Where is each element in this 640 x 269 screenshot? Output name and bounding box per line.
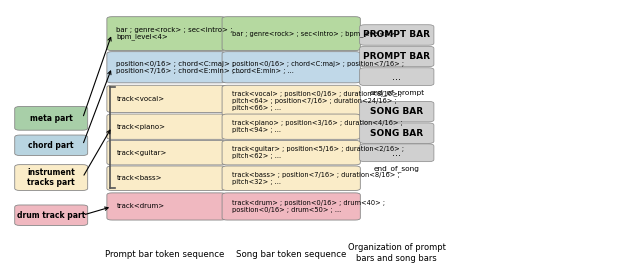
Text: bar ; genre<rock> ; sec<intro> ; bpm_level<4>: bar ; genre<rock> ; sec<intro> ; bpm_lev… — [232, 30, 394, 37]
Text: track<bass>: track<bass> — [116, 175, 162, 181]
Text: position<0/16> ; chord<C:maj> ;
position<7/16> ; chord<E:min> ; ...: position<0/16> ; chord<C:maj> ; position… — [116, 61, 244, 74]
Text: PROMPT BAR: PROMPT BAR — [364, 52, 430, 61]
Text: bar ; genre<rock> ; sec<intro> ;
bpm_level<4>: bar ; genre<rock> ; sec<intro> ; bpm_lev… — [116, 27, 233, 41]
Text: track<drum> ; position<0/16> ; drum<40> ;
position<0/16> ; drum<50> ; ...: track<drum> ; position<0/16> ; drum<40> … — [232, 200, 385, 213]
Text: track<vocal> ; position<0/16> ; duration<8/16> ;
pitch<64> ; position<7/16> ; du: track<vocal> ; position<0/16> ; duration… — [232, 91, 401, 111]
FancyBboxPatch shape — [222, 140, 360, 165]
Text: SONG BAR: SONG BAR — [370, 129, 424, 138]
Text: end_of_song: end_of_song — [374, 165, 420, 172]
FancyBboxPatch shape — [222, 166, 360, 190]
Text: track<piano>: track<piano> — [116, 124, 166, 130]
FancyBboxPatch shape — [360, 101, 434, 122]
FancyBboxPatch shape — [222, 85, 360, 116]
FancyBboxPatch shape — [360, 144, 434, 162]
FancyBboxPatch shape — [107, 52, 226, 83]
FancyBboxPatch shape — [360, 123, 434, 143]
FancyBboxPatch shape — [222, 114, 360, 139]
Text: drum track part: drum track part — [17, 211, 85, 220]
FancyBboxPatch shape — [222, 193, 360, 220]
Text: Organization of prompt
bars and song bars: Organization of prompt bars and song bar… — [348, 243, 445, 263]
Text: Song bar token sequence: Song bar token sequence — [236, 250, 346, 259]
Text: track<vocal>: track<vocal> — [116, 96, 164, 102]
Text: ...: ... — [392, 72, 401, 82]
Text: end_of_prompt: end_of_prompt — [369, 90, 424, 97]
FancyBboxPatch shape — [107, 17, 226, 51]
FancyBboxPatch shape — [107, 114, 226, 139]
Text: PROMPT BAR: PROMPT BAR — [364, 30, 430, 40]
Text: track<piano> ; position<3/16> ; duration<4/16> ;
pitch<94> ; ...: track<piano> ; position<3/16> ; duration… — [232, 120, 403, 133]
Text: meta part: meta part — [30, 114, 72, 123]
FancyBboxPatch shape — [222, 17, 360, 51]
FancyBboxPatch shape — [360, 46, 434, 67]
Text: instrument
tracks part: instrument tracks part — [28, 168, 75, 187]
Text: Prompt bar token sequence: Prompt bar token sequence — [106, 250, 225, 259]
Text: track<bass> ; position<7/16> ; duration<8/16> ;
pitch<32> ; ...: track<bass> ; position<7/16> ; duration<… — [232, 172, 399, 185]
FancyBboxPatch shape — [107, 166, 226, 190]
FancyBboxPatch shape — [107, 193, 226, 220]
Text: track<guitar> ; position<5/16> ; duration<2/16> ;
pitch<62> ; ...: track<guitar> ; position<5/16> ; duratio… — [232, 146, 404, 159]
FancyBboxPatch shape — [360, 25, 434, 45]
FancyBboxPatch shape — [107, 85, 226, 112]
Text: track<drum>: track<drum> — [116, 203, 164, 210]
FancyBboxPatch shape — [15, 165, 88, 190]
Text: ...: ... — [392, 148, 401, 158]
Text: position<0/16> ; chord<C:maj> ; position<7/16> ;
chord<E:min> ; ...: position<0/16> ; chord<C:maj> ; position… — [232, 61, 404, 74]
FancyBboxPatch shape — [360, 68, 434, 86]
Text: track<guitar>: track<guitar> — [116, 150, 167, 156]
Text: SONG BAR: SONG BAR — [370, 107, 424, 116]
Text: chord part: chord part — [28, 141, 74, 150]
FancyBboxPatch shape — [15, 107, 88, 130]
FancyBboxPatch shape — [15, 205, 88, 225]
FancyBboxPatch shape — [15, 135, 88, 155]
FancyBboxPatch shape — [222, 52, 360, 83]
FancyBboxPatch shape — [107, 140, 226, 165]
